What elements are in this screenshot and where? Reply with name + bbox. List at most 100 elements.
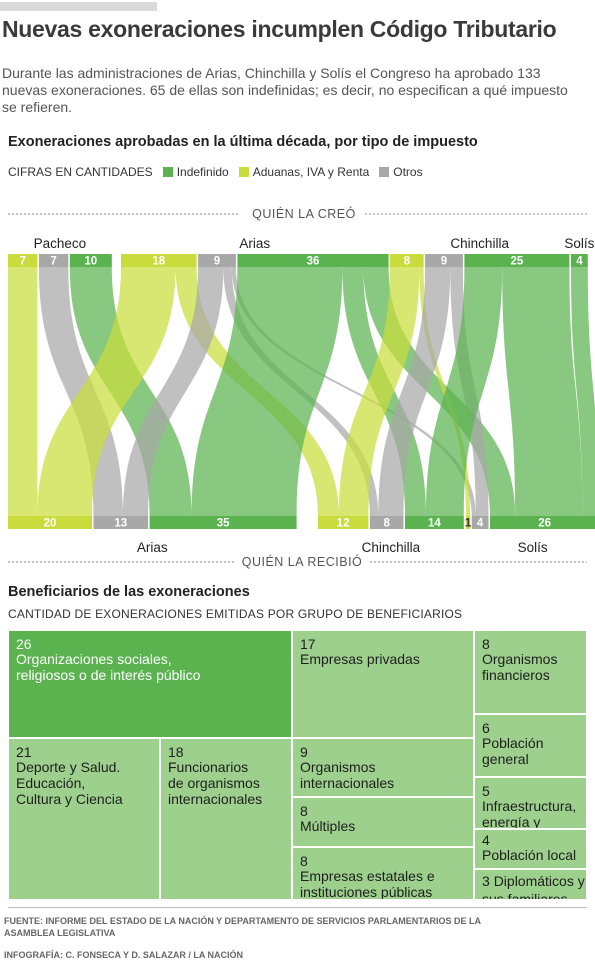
treemap-cell-label: Diplomáticos y sus familiares	[482, 873, 585, 900]
treemap-chart: 26 Organizaciones sociales, religiosos o …	[8, 630, 587, 900]
treemap-cell-value: 21	[16, 744, 32, 760]
creator-bar-chinchilla-aduanas	[390, 254, 424, 267]
recipient-name-solis: Solís	[518, 540, 548, 555]
treemap-cell-label: Deporte y Salud. Educación, Cultura y Ci…	[16, 759, 123, 807]
creator-bar-arias-aduanas	[121, 254, 197, 267]
recipient-value-chinchilla-aduanas: 12	[337, 518, 350, 530]
flow-chinchilla-to-chinchilla-aduanas	[339, 267, 420, 516]
creator-value-chinchilla-indefinido: 25	[511, 256, 524, 268]
flow-arias-to-arias-aduanas	[37, 267, 176, 516]
treemap-cell-value: 8	[300, 803, 308, 819]
sankey-title: Exoneraciones aprobadas en la última déc…	[8, 134, 478, 150]
flow-chinchilla-to-solis-indefinido	[502, 267, 583, 516]
legend-swatch-indefinido	[162, 167, 173, 177]
legend-label-indefinido: Indefinido	[176, 165, 229, 179]
recipient-bar-chinchilla-otros	[369, 516, 404, 529]
legend-swatch-otros	[379, 167, 390, 177]
recipient-value-solis-indefinido: 26	[538, 518, 551, 530]
creator-bar-solis-indefinido	[571, 254, 588, 267]
treemap-title: Beneficiarios de las exoneraciones	[8, 584, 250, 600]
creator-name-pacheco: Pacheco	[34, 236, 87, 251]
treemap-cell: 8 Múltiples	[292, 797, 474, 847]
creator-name-arias: Arias	[239, 236, 270, 251]
recipient-value-solis-aduanas: 1	[465, 518, 472, 530]
treemap-cell: 4 Población local	[474, 829, 587, 869]
treemap-cell: 17 Empresas privadas	[292, 630, 474, 738]
sankey-legend: CIFRAS EN CANTIDADES Indefinido Aduanas,…	[8, 165, 423, 179]
treemap-cell-value: 26	[16, 636, 32, 652]
creator-value-arias-aduanas: 18	[152, 256, 165, 268]
recipient-bar-solis-otros	[471, 516, 489, 529]
top-axis-label: QUIÉN LA CREÓ	[252, 206, 356, 221]
creator-value-chinchilla-aduanas: 8	[404, 256, 411, 268]
creator-value-pacheco-indefinido: 10	[84, 256, 97, 268]
flow-chinchilla-to-solis-aduanas	[419, 267, 471, 516]
recipient-bar-chinchilla-indefinido	[405, 516, 464, 529]
treemap-cell-label: Múltiples	[300, 818, 356, 834]
source-note: FUENTE: INFORME DEL ESTADO DE LA NACIÓN …	[4, 916, 481, 938]
creator-value-arias-indefinido: 36	[307, 256, 320, 268]
treemap-cell-value: 18	[168, 744, 184, 760]
recipient-value-chinchilla-otros: 8	[383, 518, 390, 530]
treemap-subtitle: CANTIDAD DE EXONERACIONES EMITIDAS POR G…	[8, 607, 463, 621]
treemap-cell: 3 Diplomáticos y sus familiares	[474, 869, 587, 900]
recipient-value-arias-aduanas: 20	[44, 518, 57, 530]
treemap-cell-label: Población general	[482, 735, 544, 767]
treemap-cell: 6 Población general	[474, 714, 587, 777]
treemap-cell: 18 Funcionarios de organismos internacion…	[160, 738, 292, 900]
recipient-bar-arias-aduanas	[8, 516, 92, 529]
treemap-cell-label: Organizaciones sociales, religiosos o de…	[16, 651, 201, 683]
legend-label-aduanas: Aduanas, IVA y Renta	[252, 165, 370, 179]
treemap-cell-label: Infraestructura, energía y acued.	[482, 798, 577, 829]
flow-arias-to-arias-otros	[122, 267, 224, 516]
treemap-cell: 26 Organizaciones sociales, religiosos o …	[8, 630, 292, 738]
sankey-flows	[8, 267, 595, 516]
treemap-cell-label: Organismos internacionales	[300, 759, 395, 791]
creator-name-solis: Solís	[564, 236, 594, 251]
recipient-bar-arias-otros	[93, 516, 149, 529]
creator-bar-arias-indefinido	[237, 254, 389, 267]
treemap-cell: 21 Deporte y Salud. Educación, Cultura y …	[8, 738, 160, 900]
legend-label-otros: Otros	[393, 165, 423, 179]
page-title: Nuevas exoneraciones incumplen Código Tr…	[2, 16, 557, 42]
flow-arias-to-solis-otros	[231, 267, 476, 516]
treemap-cell: 8 Empresas estatales e instituciones públ…	[292, 847, 474, 900]
creator-value-pacheco-aduanas: 7	[19, 256, 25, 268]
treemap-cell-label: Funcionarios de organismos internacional…	[168, 759, 263, 807]
credit-note: INFOGRAFÍA: C. FONSECA Y D. SALAZAR / LA…	[4, 950, 244, 960]
header-accent-bar	[0, 2, 157, 11]
creator-value-chinchilla-otros: 9	[441, 256, 447, 268]
creator-bar-pacheco-indefinido	[69, 254, 112, 267]
creator-value-arias-otros: 9	[214, 256, 220, 268]
creator-bar-pacheco-aduanas	[8, 254, 38, 267]
treemap-cell: 9 Organismos internacionales	[292, 738, 474, 797]
treemap-cell-value: 3	[482, 873, 494, 889]
recipient-bar-solis-aduanas	[466, 516, 471, 529]
recipient-bar-chinchilla-aduanas	[318, 516, 369, 529]
treemap-cell-value: 17	[300, 636, 316, 652]
flow-chinchilla-to-chinchilla-indefinido	[426, 267, 503, 516]
recipient-name-chinchilla: Chinchilla	[362, 540, 421, 555]
footer-rule	[8, 907, 587, 908]
recipient-value-chinchilla-indefinido: 14	[428, 518, 441, 530]
treemap-cell-label: Población local	[482, 847, 577, 863]
recipient-bar-solis-indefinido	[490, 516, 595, 529]
creator-bar-pacheco-otros	[38, 254, 69, 267]
flow-arias-to-arias-indefinido	[191, 267, 343, 516]
treemap-cell-label: Organismos financieros	[482, 651, 558, 683]
recipient-value-solis-otros: 4	[477, 518, 484, 530]
treemap-cell-value: 6	[482, 720, 490, 736]
treemap-cell-value: 8	[482, 636, 490, 652]
recipient-value-arias-indefinido: 35	[217, 518, 230, 530]
treemap-cell-label: Empresas estatales e instituciones públi…	[300, 868, 435, 900]
treemap-cell-value: 8	[300, 853, 308, 869]
creator-value-pacheco-otros: 7	[50, 256, 56, 268]
treemap-cell-label: Empresas privadas	[300, 651, 420, 667]
creator-bar-chinchilla-indefinido	[464, 254, 570, 267]
flow-solis-to-solis-indefinido	[571, 267, 595, 516]
legend-swatch-aduanas	[238, 167, 249, 177]
creator-value-solis-indefinido: 4	[576, 256, 583, 268]
sankey-chart: QUIÉN LA CREÓ QUIÉN LA RECIBIÓ 7 7 10 Pache…	[8, 206, 595, 569]
